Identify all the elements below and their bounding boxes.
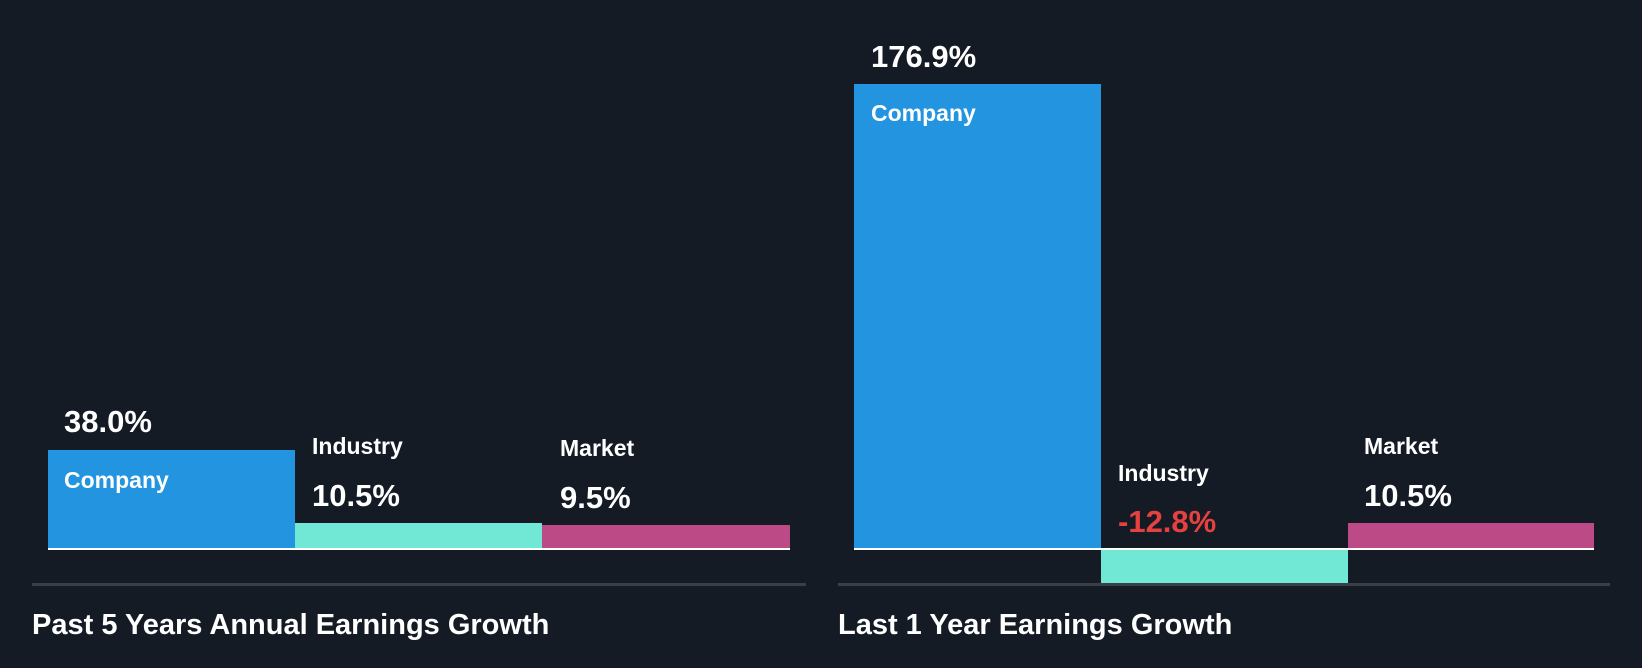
chart-past-5-years: 38.0% Company Industry 10.5% Market 9.5%… [0, 0, 820, 668]
baseline-1y [854, 548, 1594, 550]
value-company-5y: 38.0% [64, 404, 152, 439]
chart-title-5y: Past 5 Years Annual Earnings Growth [32, 609, 550, 641]
value-market-1y: 10.5% [1364, 478, 1452, 513]
label-market-5y: Market [560, 435, 635, 461]
label-industry-1y: Industry [1118, 460, 1209, 486]
value-industry-5y: 10.5% [312, 478, 400, 513]
bar-industry-5y [295, 523, 542, 548]
label-industry-5y: Industry [312, 433, 403, 459]
chart-last-1-year: 176.9% Company Industry -12.8% Market 10… [820, 0, 1642, 668]
divider-1y [838, 583, 1610, 586]
label-market-1y: Market [1364, 433, 1439, 459]
bar-market-5y [542, 525, 790, 548]
value-industry-1y: -12.8% [1118, 504, 1217, 539]
label-company-1y: Company [871, 100, 976, 126]
bar-industry-1y [1101, 550, 1348, 584]
chart-title-1y: Last 1 Year Earnings Growth [838, 609, 1233, 641]
baseline-5y [48, 548, 790, 550]
value-market-5y: 9.5% [560, 480, 631, 515]
label-company-5y: Company [64, 467, 169, 493]
bar-market-1y [1348, 523, 1594, 548]
bar-company-1y [854, 84, 1101, 548]
divider-5y [32, 583, 806, 586]
value-company-1y: 176.9% [871, 39, 977, 74]
bar-company-5y [48, 450, 295, 548]
